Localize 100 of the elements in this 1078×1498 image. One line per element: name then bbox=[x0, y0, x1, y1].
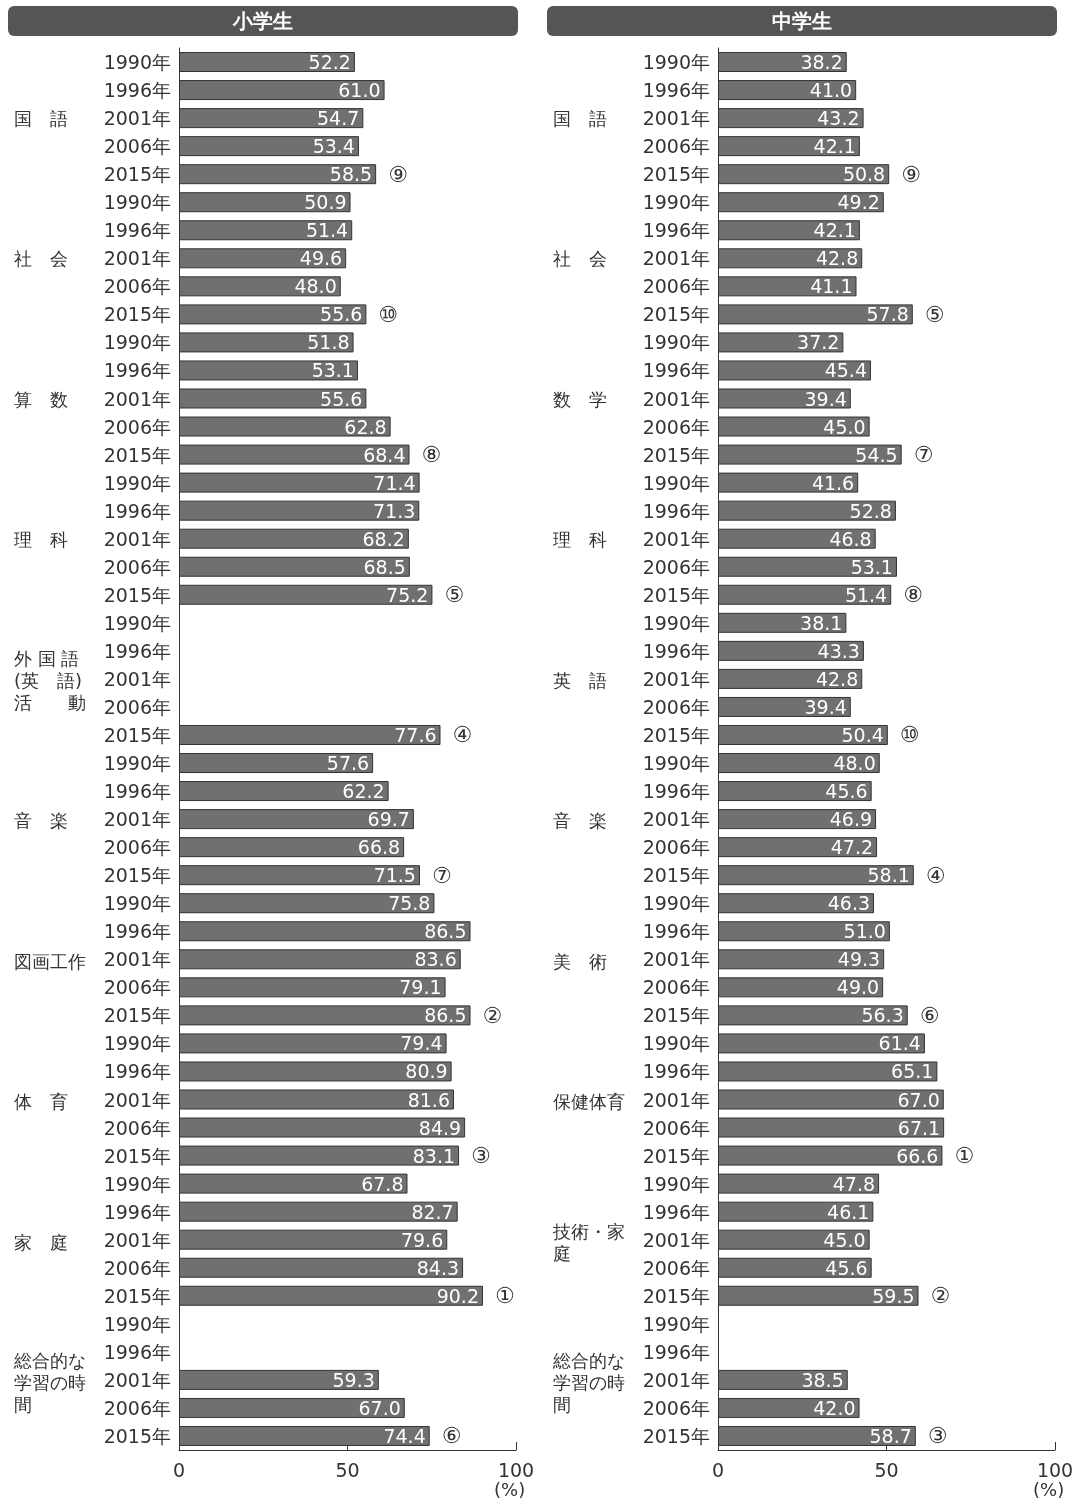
x-tick-label: 0 bbox=[172, 1458, 186, 1481]
data-label: 49.3 bbox=[837, 948, 881, 971]
text: 社 会 bbox=[553, 248, 607, 270]
data-label: 59.3 bbox=[332, 1368, 375, 1391]
data-label: 61.4 bbox=[878, 1032, 921, 1055]
y-tick-label: 2006年 bbox=[642, 1256, 710, 1279]
data-label: 86.5 bbox=[424, 920, 467, 943]
y-tick-label: 2015年 bbox=[642, 723, 710, 746]
y-tick-label: 1996年 bbox=[103, 639, 171, 662]
data-label: 86.5 bbox=[424, 1004, 467, 1027]
data-label: 46.1 bbox=[827, 1200, 870, 1223]
data-label: 38.2 bbox=[800, 51, 843, 74]
y-tick-label: 2006年 bbox=[642, 695, 710, 718]
y-tick-label: 1990年 bbox=[642, 191, 710, 214]
data-label: 46.9 bbox=[829, 808, 873, 831]
y-tick-label: 1996年 bbox=[103, 1060, 171, 1083]
text: 保健体育 bbox=[553, 1091, 625, 1113]
y-tick-label: 1996年 bbox=[642, 219, 710, 242]
y-tick-label: 2015年 bbox=[642, 1004, 710, 1027]
y-tick-label: 1996年 bbox=[642, 1200, 710, 1223]
y-tick-label: 1996年 bbox=[103, 780, 171, 803]
y-tick-label: 1996年 bbox=[642, 639, 710, 662]
data-label: 37.2 bbox=[797, 331, 840, 354]
data-label: 54.7 bbox=[317, 107, 360, 130]
data-label: 52.2 bbox=[308, 51, 351, 74]
y-tick-label: 2006年 bbox=[103, 135, 171, 158]
data-label: 51.4 bbox=[844, 583, 888, 606]
data-label: 67.8 bbox=[361, 1172, 404, 1195]
chart-title: 中学生 bbox=[772, 9, 832, 33]
data-label: 57.6 bbox=[326, 752, 370, 775]
data-label: 49.2 bbox=[837, 191, 880, 214]
y-tick-label: 1990年 bbox=[642, 331, 710, 354]
y-tick-label: 1990年 bbox=[103, 1032, 171, 1055]
x-tick-label: 50 bbox=[874, 1458, 899, 1481]
data-label: 75.2 bbox=[386, 583, 429, 606]
x-tick-label: 100 bbox=[1036, 1458, 1074, 1481]
data-label: 46.8 bbox=[829, 527, 872, 550]
y-tick-label: 2015年 bbox=[642, 1424, 710, 1447]
y-tick-label: 2015年 bbox=[642, 1284, 710, 1307]
y-tick-label: 2001年 bbox=[642, 247, 710, 270]
text: 音 楽 bbox=[553, 810, 607, 832]
y-tick-label: 2001年 bbox=[642, 527, 710, 550]
x-axis-title: (%) bbox=[1033, 1478, 1065, 1498]
data-label: 53.1 bbox=[850, 555, 893, 578]
y-tick-label: 2006年 bbox=[642, 415, 710, 438]
y-tick-label: 1990年 bbox=[642, 1312, 710, 1335]
text: 総合的な学習の時間 bbox=[13, 1350, 86, 1416]
y-tick-label: 2015年 bbox=[103, 1284, 171, 1307]
data-label: 67.0 bbox=[897, 1088, 940, 1111]
y-tick-label: 2006年 bbox=[103, 836, 171, 859]
y-tick-label: 2006年 bbox=[103, 1116, 171, 1139]
data-label: 41.6 bbox=[811, 471, 855, 494]
data-label: 59.5 bbox=[872, 1284, 915, 1307]
data-label: 61.0 bbox=[338, 79, 381, 102]
data-label: 39.4 bbox=[804, 387, 847, 410]
data-label: 53.4 bbox=[312, 135, 355, 158]
text: 家 庭 bbox=[14, 1231, 68, 1253]
x-tick-label: 0 bbox=[711, 1458, 725, 1481]
text: 国 語 bbox=[553, 107, 607, 129]
data-label: 83.6 bbox=[414, 948, 457, 971]
y-tick-label: 2006年 bbox=[642, 976, 710, 999]
text: 図画工作 bbox=[14, 950, 86, 972]
data-label: 80.9 bbox=[405, 1060, 448, 1083]
annotation: ⑨ bbox=[901, 161, 921, 187]
y-tick-label: 2015年 bbox=[642, 864, 710, 887]
y-tick-label: 1996年 bbox=[642, 79, 710, 102]
data-label: 62.8 bbox=[344, 415, 387, 438]
y-tick-label: 2006年 bbox=[103, 1396, 171, 1419]
data-label: 41.1 bbox=[810, 275, 853, 298]
y-tick-label: 1996年 bbox=[103, 79, 171, 102]
data-label: 79.4 bbox=[400, 1032, 443, 1055]
data-label: 45.6 bbox=[825, 780, 868, 803]
data-label: 38.1 bbox=[800, 611, 843, 634]
data-label: 84.3 bbox=[416, 1256, 460, 1279]
annotation: ⑨ bbox=[388, 161, 408, 187]
data-label: 52.8 bbox=[849, 499, 892, 522]
annotation: ④ bbox=[452, 722, 473, 748]
data-label: 50.9 bbox=[304, 191, 347, 214]
y-tick-label: 2001年 bbox=[642, 1228, 710, 1251]
data-label: 69.7 bbox=[367, 808, 410, 831]
data-label: 43.2 bbox=[817, 107, 860, 130]
data-label: 67.1 bbox=[897, 1116, 941, 1139]
data-label: 48.0 bbox=[294, 275, 337, 298]
y-tick-label: 1996年 bbox=[642, 1340, 710, 1363]
y-tick-label: 2001年 bbox=[642, 667, 710, 690]
y-tick-label: 1990年 bbox=[103, 191, 171, 214]
annotation: ③ bbox=[471, 1143, 491, 1169]
data-label: 42.8 bbox=[815, 667, 859, 690]
data-label: 75.8 bbox=[388, 892, 431, 915]
annotation: ⑤ bbox=[924, 301, 945, 327]
y-tick-label: 2015年 bbox=[103, 583, 171, 606]
text: 外 国 語 (英 語) 活 動 bbox=[14, 647, 86, 713]
annotation: ④ bbox=[925, 862, 946, 888]
y-tick-label: 1996年 bbox=[642, 920, 710, 943]
y-tick-label: 2006年 bbox=[103, 1256, 171, 1279]
data-label: 65.1 bbox=[891, 1060, 934, 1083]
data-label: 74.4 bbox=[383, 1424, 426, 1447]
annotation: ⑦ bbox=[431, 862, 452, 888]
annotation: ⑦ bbox=[913, 442, 934, 468]
y-tick-label: 2015年 bbox=[103, 163, 171, 186]
